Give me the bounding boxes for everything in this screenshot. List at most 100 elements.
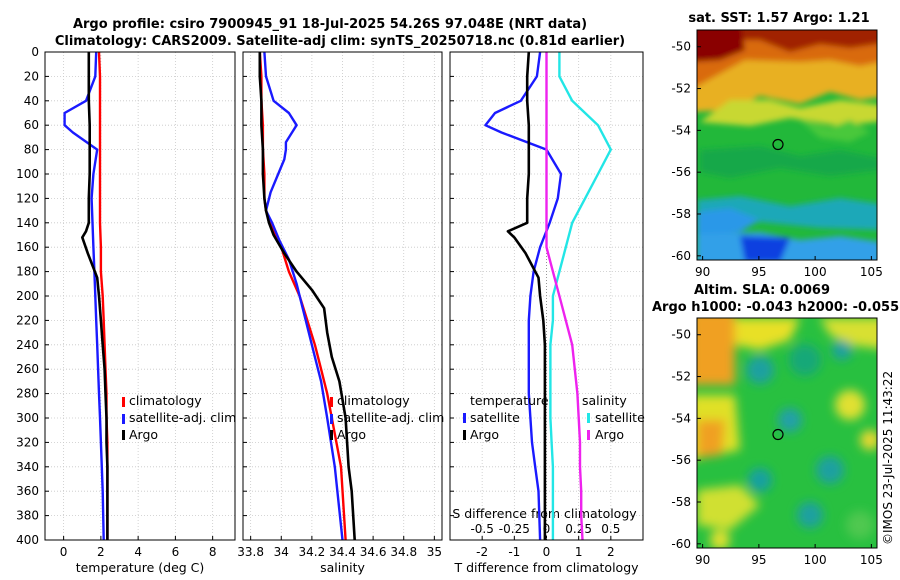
y-tick-label: 400 [16,533,39,547]
y-tick-label: 160 [16,240,39,254]
y-tick-label: 0 [31,45,39,59]
legend-swatch-s-argo [587,430,590,440]
map-x-tick-label: 100 [804,553,827,567]
y-tick-label: 20 [24,69,39,83]
x-tick-label: 34 [274,545,289,559]
legend-label-s-satellite: satellite [595,410,645,425]
salinity-panel: 33.8 34 34.2 34.4 34.6 34.8 35 salinity [237,51,443,575]
x-axis-label: salinity [320,560,365,575]
x-axis-label: T difference from climatology [453,560,639,575]
legend-label-climatology: climatology [337,393,410,408]
series-line-argo [81,52,109,540]
argo-location-marker [772,428,784,441]
y-tick-label: 240 [16,338,39,352]
map-y-tick-label: -56 [671,165,691,179]
sla-map-subtitle: Argo h1000: -0.043 h2000: -0.055 [652,300,899,315]
argo-location-marker [772,138,784,151]
x-tick-label: 34.2 [299,545,326,559]
y-tick-label: 40 [24,94,39,108]
figure-title-line2: Climatology: CARS2009. Satellite-adj cli… [55,34,625,49]
map-y-tick-label: -60 [671,249,691,263]
sla-map [697,318,877,548]
x-tick-label: 34.4 [329,545,356,559]
map-x-tick-label: 105 [860,553,883,567]
legend-swatch-satellite [122,414,125,424]
legend-swatch-s-satellite [587,413,590,423]
legend-title-salinity: salinity [582,393,627,408]
map-y-tick-label: -50 [671,328,691,342]
series-line-satellite-adj-clim [63,51,105,541]
sst-map-axes: 90 95 100 105 -50 -52 -54 -56 -58 -60 [671,40,882,279]
x-tick-label: 4 [134,545,142,559]
map-y-tick-label: -60 [671,537,691,551]
temperature-legend: climatology satellite-adj. clim Argo [122,393,236,442]
map-x-tick-label: 95 [751,553,766,567]
x-axis-label: temperature (deg C) [76,560,205,575]
x-tick-label: 8 [209,545,217,559]
imos-timestamp-watermark: ©IMOS 23-Jul-2025 11:43:22 [881,371,895,545]
s-tick-label: 0.5 [601,522,620,536]
temperature-panel: 0 2 4 6 802040608010012014016018020022024026… [16,45,236,575]
map-x-tick-label: 95 [751,265,766,279]
series-line-s-argo [545,52,584,541]
y-tick-label: 220 [16,313,39,327]
y-tick-label: 340 [16,460,39,474]
x-tick-label: 2 [97,545,105,559]
x-tick-label: 34.8 [390,545,417,559]
map-y-tick-label: -56 [671,453,691,467]
y-tick-label: 80 [24,143,39,157]
legend-swatch-climatology [122,397,125,407]
legend-title-temperature: temperature [470,393,549,408]
map-x-tick-label: 90 [695,553,710,567]
series-line-argo [258,52,356,541]
x-tick-label: 2 [607,545,615,559]
y-tick-label: 360 [16,484,39,498]
series-line-t-argo [506,51,547,540]
y-tick-label: 300 [16,411,39,425]
s-tick-label: 0.25 [565,522,592,536]
y-tick-label: 60 [24,118,39,132]
map-x-tick-label: 90 [695,265,710,279]
y-tick-label: 120 [16,191,39,205]
y-tick-label: 380 [16,509,39,523]
x-tick-label: 0 [60,545,68,559]
map-y-tick-label: -50 [671,40,691,54]
legend-swatch-satellite [330,414,333,424]
map-x-tick-label: 105 [860,265,883,279]
series-line-t-satellite [484,51,563,541]
map-x-tick-label: 100 [804,265,827,279]
sst-map [697,30,877,260]
legend-label-climatology: climatology [129,393,202,408]
x-tick-label: 6 [172,545,180,559]
sst-map-title: sat. SST: 1.57 Argo: 1.21 [688,11,869,26]
x-tick-label: -2 [476,545,488,559]
s-tick-label: -0.5 [470,522,493,536]
figure-title-line1: Argo profile: csiro 7900945_91 18-Jul-20… [73,17,587,32]
map-y-tick-label: -58 [671,207,691,221]
x-tick-label: 0 [543,545,551,559]
legend-swatch-argo [122,430,125,440]
legend-label-argo: Argo [337,427,366,442]
legend-label-argo: Argo [129,427,158,442]
y-tick-label: 180 [16,265,39,279]
salinity-legend: climatology satellite-adj. clim Argo [330,393,444,442]
difference-legend: temperature satellite Argo salinity sate… [463,393,645,442]
legend-label-t-satellite: satellite [470,410,520,425]
legend-swatch-t-argo [463,430,466,440]
sla-map-axes: 90 95 100 105 -50 -52 -54 -56 -58 -60 [671,328,882,567]
legend-swatch-argo [330,430,333,440]
x-tick-label: 34.6 [360,545,387,559]
legend-label-t-argo: Argo [470,427,499,442]
map-y-tick-label: -52 [671,82,691,96]
y-tick-label: 320 [16,435,39,449]
legend-swatch-climatology [330,397,333,407]
s-tick-label: -0.25 [499,522,530,536]
x-tick-label: 1 [575,545,583,559]
map-y-tick-label: -52 [671,370,691,384]
y-tick-label: 260 [16,362,39,376]
x-tick-label: 33.8 [237,545,264,559]
legend-label-satellite: satellite-adj. clim [129,410,236,425]
legend-label-satellite: satellite-adj. clim [337,410,444,425]
